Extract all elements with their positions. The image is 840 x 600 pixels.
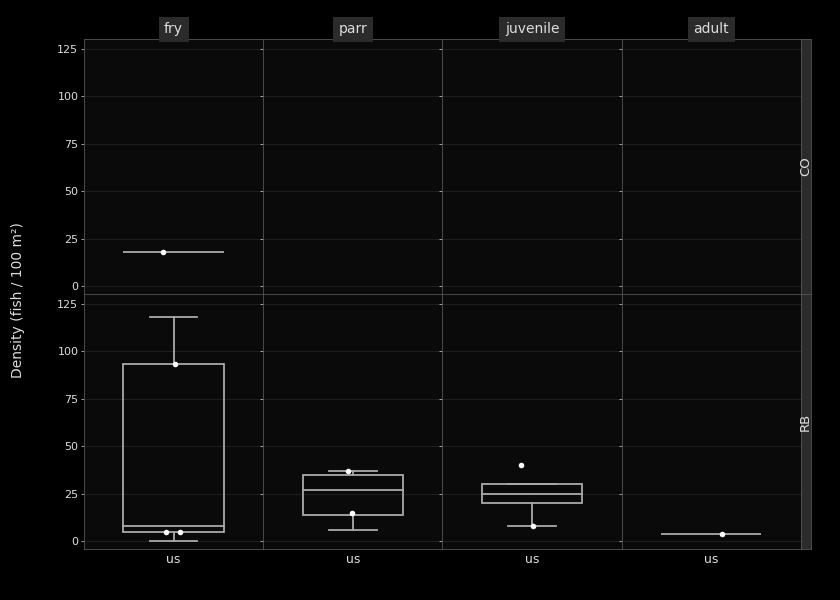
Text: CO: CO <box>799 157 812 176</box>
Title: juvenile: juvenile <box>505 22 559 37</box>
Title: parr: parr <box>339 22 367 37</box>
Title: fry: fry <box>164 22 183 37</box>
Bar <box>302 475 403 515</box>
Text: Density (fish / 100 m²): Density (fish / 100 m²) <box>12 222 25 378</box>
Bar <box>482 484 582 503</box>
Title: adult: adult <box>693 22 729 37</box>
Text: RB: RB <box>799 412 812 431</box>
Bar <box>123 364 223 532</box>
